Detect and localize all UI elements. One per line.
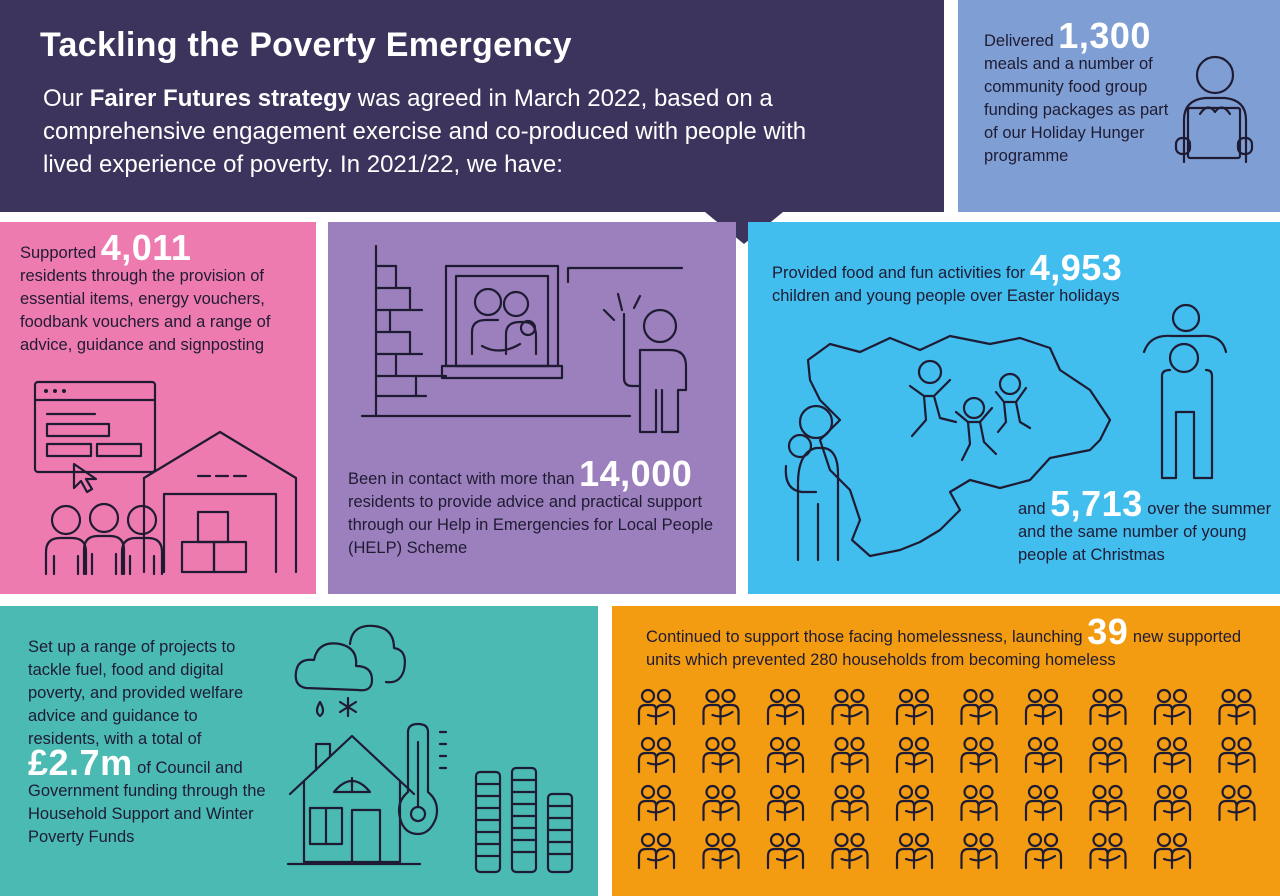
couple-icon bbox=[895, 832, 934, 870]
summer-text: and 5,713 over the summer and the same n… bbox=[1018, 486, 1273, 567]
projects-panel bbox=[0, 606, 598, 896]
header-panel bbox=[0, 0, 944, 212]
summer-post: over the summer and the same number of y… bbox=[1018, 500, 1272, 564]
header-pointer bbox=[705, 212, 783, 244]
couple-icon bbox=[960, 832, 998, 870]
supported-post: residents through the provision of essen… bbox=[20, 267, 271, 354]
couple-icon bbox=[1153, 832, 1192, 870]
projects-text: Set up a range of projects to tackle fue… bbox=[28, 636, 273, 849]
couple-icon bbox=[1024, 736, 1063, 774]
jumping-children-icon bbox=[908, 359, 1032, 462]
couple-icon bbox=[637, 736, 676, 774]
parent-child-icon bbox=[784, 404, 840, 562]
easter-text: Provided food and fun activities for 4,9… bbox=[772, 250, 1202, 308]
house-icon bbox=[286, 734, 422, 866]
couple-icon bbox=[766, 832, 805, 870]
intro-strategy-name: Fairer Futures strategy bbox=[89, 85, 352, 112]
food-box-person-icon bbox=[1174, 55, 1254, 164]
contact-value: 14,000 bbox=[579, 453, 693, 494]
brick-wall-icon bbox=[360, 244, 684, 418]
supported-text: Supported 4,011 residents through the pro… bbox=[20, 230, 305, 357]
intro-text-1: Our bbox=[43, 85, 90, 112]
supported-pre: Supported bbox=[20, 244, 101, 262]
map-icon bbox=[806, 334, 1112, 558]
couple-icon bbox=[1089, 736, 1127, 774]
browser-window-icon bbox=[33, 380, 157, 474]
couple-icon bbox=[702, 688, 740, 726]
couple-icon bbox=[960, 784, 998, 822]
couple-icon bbox=[1024, 832, 1063, 870]
supported-value: 4,011 bbox=[100, 227, 192, 268]
couple-icon bbox=[895, 784, 934, 822]
couple-icon bbox=[1153, 784, 1192, 822]
summer-value: 5,713 bbox=[1050, 483, 1143, 524]
summer-pre: and bbox=[1018, 500, 1051, 518]
couple-icon bbox=[1218, 736, 1256, 774]
warehouse-icon bbox=[142, 430, 298, 574]
cursor-icon bbox=[72, 462, 98, 494]
couple-icon bbox=[960, 736, 998, 774]
shoulder-ride-icon bbox=[1142, 303, 1228, 480]
couple-icon bbox=[1153, 736, 1192, 774]
homeless-value: 39 bbox=[1087, 611, 1129, 652]
couple-icon bbox=[960, 688, 998, 726]
contact-pre: Been in contact with more than bbox=[348, 470, 580, 488]
couple-icon bbox=[1218, 688, 1256, 726]
coin-stack-icon bbox=[474, 766, 574, 874]
homeless-post: new supported units which prevented 280 … bbox=[646, 628, 1242, 669]
couple-icon bbox=[831, 784, 869, 822]
couple-icon bbox=[766, 784, 805, 822]
cloud-icon bbox=[294, 624, 406, 718]
supported-panel bbox=[0, 222, 316, 594]
meals-post: meals and a number of community food gro… bbox=[984, 55, 1169, 165]
header-intro: Our Fairer Futures strategy was agreed i… bbox=[43, 82, 823, 181]
couple-icon bbox=[766, 688, 805, 726]
people-group-icon bbox=[44, 502, 164, 576]
couple-icon bbox=[831, 688, 869, 726]
couple-icon bbox=[637, 688, 676, 726]
couple-icon bbox=[637, 832, 676, 870]
couple-icon bbox=[1089, 688, 1127, 726]
couple-icon bbox=[895, 688, 934, 726]
projects-pre: Set up a range of projects to tackle fue… bbox=[28, 638, 244, 748]
couple-icon bbox=[1089, 832, 1127, 870]
couple-icon bbox=[895, 736, 934, 774]
couple-icon bbox=[1024, 784, 1063, 822]
couple-icon bbox=[1089, 784, 1127, 822]
couple-icon-grid bbox=[637, 688, 1256, 870]
window-family-icon bbox=[440, 264, 564, 380]
meals-value: 1,300 bbox=[1058, 15, 1151, 56]
couple-icon bbox=[766, 736, 805, 774]
easter-value: 4,953 bbox=[1029, 247, 1123, 288]
homeless-panel bbox=[612, 606, 1280, 896]
contact-text: Been in contact with more than 14,000 res… bbox=[348, 456, 718, 560]
couple-icon bbox=[831, 832, 869, 870]
couple-icon bbox=[1218, 784, 1256, 822]
projects-post: of Council and Government funding throug… bbox=[28, 759, 266, 846]
meals-text: Delivered 1,300 meals and a number of com… bbox=[984, 18, 1174, 168]
easter-pre: Provided food and fun activities for bbox=[772, 264, 1030, 282]
couple-icon bbox=[702, 832, 740, 870]
intro-text-2: was agreed in March 2022, based on a com… bbox=[43, 85, 807, 178]
projects-value: £2.7m bbox=[28, 742, 133, 783]
couple-icon bbox=[702, 736, 740, 774]
meals-panel bbox=[958, 0, 1280, 212]
homeless-pre: Continued to support those facing homele… bbox=[646, 628, 1088, 646]
homeless-text: Continued to support those facing homele… bbox=[646, 614, 1276, 672]
easter-post: children and young people over Easter ho… bbox=[772, 287, 1120, 305]
meals-pre: Delivered bbox=[984, 32, 1059, 50]
knocking-person-icon bbox=[602, 292, 688, 434]
couple-icon bbox=[637, 784, 676, 822]
contact-post: residents to provide advice and practica… bbox=[348, 493, 714, 557]
couple-icon bbox=[1153, 688, 1192, 726]
thermometer-icon bbox=[397, 722, 448, 836]
children-panel bbox=[748, 222, 1280, 594]
couple-icon bbox=[831, 736, 869, 774]
couple-icon bbox=[1024, 688, 1063, 726]
page-title: Tackling the Poverty Emergency bbox=[40, 26, 572, 64]
couple-icon bbox=[702, 784, 740, 822]
